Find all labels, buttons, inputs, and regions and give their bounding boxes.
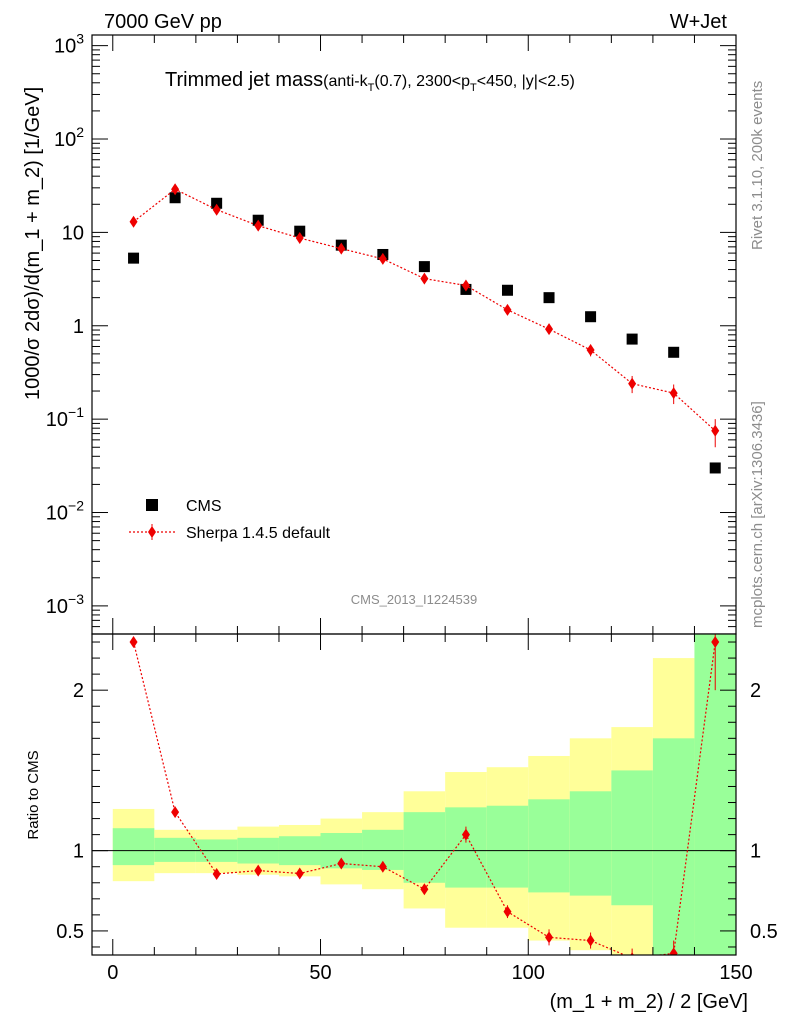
main-y-tick-label: 1 <box>73 316 84 338</box>
ratio-band-inner <box>403 812 446 883</box>
ratio-sherpa-point <box>711 636 720 649</box>
legend-cms-label: CMS <box>186 498 222 515</box>
sherpa-point <box>337 242 346 255</box>
sherpa-point <box>420 272 429 285</box>
cms-point <box>585 311 597 323</box>
ratio-frame <box>91 633 737 956</box>
sherpa-point <box>669 387 678 400</box>
ratio-sherpa-point <box>461 828 470 841</box>
ratio-y-tick-label-right: 0.5 <box>750 921 778 943</box>
main-y-axis-label: 1000/σ 2dσ)/d(m_1 + m_2) [1/GeV] <box>22 87 44 400</box>
ratio-band-inner <box>652 738 695 955</box>
legend: CMS Sherpa 1.4.5 default <box>129 498 331 542</box>
legend-sherpa-marker <box>148 526 156 538</box>
x-tick-label: 50 <box>309 962 331 984</box>
ratio-sherpa-point <box>337 857 346 870</box>
sherpa-point <box>586 344 595 357</box>
ratio-y-tick-label-right: 2 <box>750 680 761 702</box>
main-y-ticks: 10−3 10−2 10−1 1 10 102 103 <box>46 31 736 635</box>
sherpa-point <box>503 303 512 316</box>
main-panel: 10−3 10−2 10−1 1 10 102 103 Trimmed jet mass(a… <box>22 31 737 635</box>
main-y-tick-label: 102 <box>54 124 84 151</box>
ratio-band-inner <box>112 828 155 866</box>
x-axis-label: (m_1 + m_2) / 2 [GeV] <box>550 991 748 1013</box>
main-frame <box>91 34 737 635</box>
rivet-label: Rivet 3.1.10, 200k events <box>749 81 766 250</box>
main-title: Trimmed jet mass(anti-kT(0.7), 2300<pT<4… <box>165 69 575 94</box>
ratio-y-tick-label-right: 1 <box>750 841 761 863</box>
main-y-tick-label: 10−3 <box>46 591 84 618</box>
cms-point <box>128 252 140 264</box>
main-x-ticks <box>112 35 737 634</box>
sherpa-point <box>212 203 221 216</box>
watermark: CMS_2013_I1224539 <box>351 592 478 607</box>
ratio-panel: 0.5 0.5 1 1 2 2 0 50 100 150 Ratio to CMS (m_1 +… <box>25 633 778 1013</box>
sherpa-point <box>254 219 263 232</box>
sherpa-point <box>628 377 637 390</box>
sherpa-point <box>378 252 387 265</box>
main-title-sub: (anti-kT(0.7), 2300<pT<450, |y|<2.5) <box>323 73 575 94</box>
ratio-sherpa-point <box>669 947 678 955</box>
sherpa-point <box>295 232 304 245</box>
main-y-tick-label: 10 <box>62 222 84 244</box>
cms-point <box>501 284 513 296</box>
ratio-sherpa-point <box>420 883 429 896</box>
ratio-sherpa-point <box>129 636 138 649</box>
sherpa-point <box>461 279 470 292</box>
sherpa-line <box>133 188 716 432</box>
legend-sherpa-label: Sherpa 1.4.5 default <box>186 525 331 542</box>
cms-point <box>418 261 430 273</box>
ratio-x-ticks: 0 50 100 150 <box>107 634 753 984</box>
ratio-band-inner <box>569 791 612 896</box>
main-marks <box>128 183 721 474</box>
cms-point <box>709 462 721 474</box>
sherpa-point <box>711 424 720 437</box>
ratio-sherpa-point <box>171 806 180 819</box>
ratio-sherpa-point <box>545 931 554 944</box>
ratio-band-inner <box>611 770 653 906</box>
ratio-band-inner <box>154 837 196 862</box>
ratio-sherpa-point <box>295 867 304 880</box>
main-y-tick-label: 10−2 <box>46 498 84 525</box>
ratio-sherpa-point <box>378 860 387 873</box>
x-tick-label: 100 <box>512 962 545 984</box>
ratio-y-tick-label: 0.5 <box>56 921 84 943</box>
header-right: W+Jet <box>670 11 728 33</box>
main-y-tick-label: 10−1 <box>46 404 84 431</box>
ratio-band-inner <box>445 807 487 888</box>
cms-point <box>211 197 223 209</box>
ratio-band-inner <box>528 799 570 893</box>
ratio-y-ticks: 0.5 0.5 1 1 2 2 <box>56 641 778 948</box>
cms-point <box>668 346 680 358</box>
legend-cms-marker <box>146 499 158 511</box>
ratio-bands <box>112 634 736 955</box>
sherpa-point <box>129 215 138 228</box>
sherpa-point <box>545 323 554 336</box>
ratio-sherpa-point <box>212 867 221 880</box>
ratio-y-tick-label: 1 <box>73 841 84 863</box>
ratio-band-inner <box>486 805 529 888</box>
x-tick-label: 0 <box>107 962 118 984</box>
cms-point <box>543 292 555 304</box>
ratio-y-axis-label: Ratio to CMS <box>25 750 42 839</box>
header-left: 7000 GeV pp <box>104 11 222 33</box>
ratio-y-tick-label: 2 <box>73 680 84 702</box>
main-y-tick-label: 103 <box>54 31 84 58</box>
sherpa-point <box>171 183 180 196</box>
ratio-marks <box>129 634 720 955</box>
ratio-sherpa-point <box>630 952 634 955</box>
main-title-main: Trimmed jet mass <box>165 69 323 91</box>
ratio-sherpa-point <box>503 905 512 918</box>
ratio-sherpa-point <box>254 864 263 877</box>
cms-point <box>626 333 638 345</box>
cms-point <box>294 225 306 237</box>
x-tick-label: 150 <box>719 962 752 984</box>
mcplots-label: mcplots.cern.ch [arXiv:1306.3436] <box>749 401 766 628</box>
cms-point <box>169 192 181 204</box>
ratio-sherpa-point <box>586 934 595 947</box>
